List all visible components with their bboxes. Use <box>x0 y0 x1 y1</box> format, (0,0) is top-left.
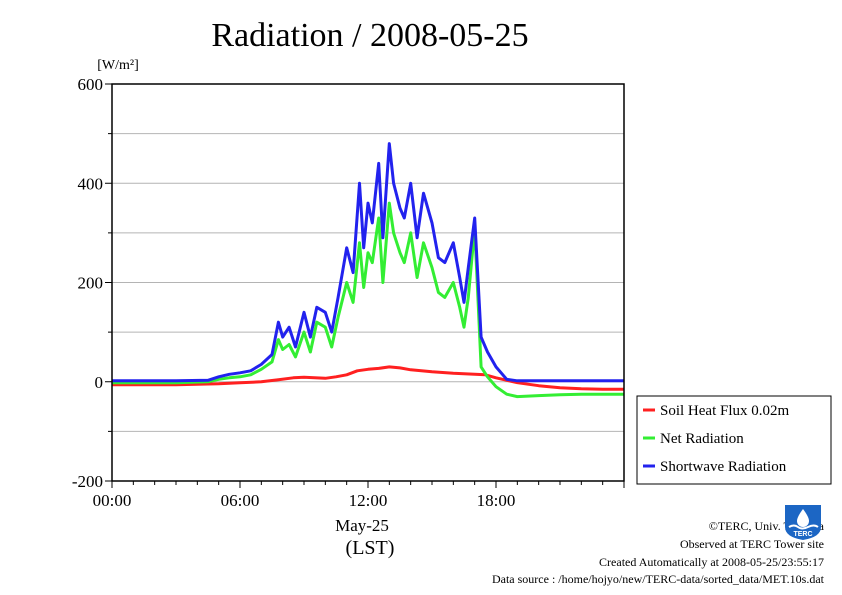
x-tick-label: 06:00 <box>221 491 260 510</box>
series-line-net-radiation <box>112 201 624 399</box>
x-axis-date-label: May-25 <box>335 516 389 535</box>
legend-label: Shortwave Radiation <box>660 459 787 475</box>
chart-title: Radiation / 2008-05-25 <box>211 17 528 54</box>
series-layer <box>112 142 624 399</box>
y-tick-label: 400 <box>78 174 104 193</box>
x-axis-ticks: 00:00 06:00 12:00 18:00 <box>93 481 625 510</box>
terc-logo-icon: TERC <box>785 505 821 540</box>
legend-label: Net Radiation <box>660 431 744 447</box>
series-line-shortwave-radiation <box>112 142 624 383</box>
x-tick-label: 18:00 <box>477 491 516 510</box>
x-tick-label: 00:00 <box>93 491 132 510</box>
logo-text: TERC <box>793 531 812 538</box>
chart-legend: Soil Heat Flux 0.02m Net Radiation Shortwa… <box>636 395 832 485</box>
y-axis-unit-label: [W/m²] <box>97 58 139 73</box>
y-tick-label: 600 <box>78 75 104 94</box>
credit-created: Created Automatically at 2008-05-25/23:5… <box>599 555 824 569</box>
series-line-soil-heat-flux-0-02m <box>112 365 624 391</box>
credit-source: Data source : /home/hojyo/new/TERC-data/… <box>491 572 824 586</box>
y-tick-label: -200 <box>72 472 103 491</box>
legend-label: Soil Heat Flux 0.02m <box>660 403 790 419</box>
y-tick-label: 0 <box>95 373 104 392</box>
y-axis-ticks: 600 400 200 0 -200 <box>72 75 112 491</box>
x-tick-label: 12:00 <box>349 491 388 510</box>
legend-box <box>636 395 832 485</box>
credit-observed: Observed at TERC Tower site <box>679 537 824 551</box>
y-tick-label: 200 <box>78 274 104 293</box>
x-axis-timezone-label: (LST) <box>346 537 395 559</box>
